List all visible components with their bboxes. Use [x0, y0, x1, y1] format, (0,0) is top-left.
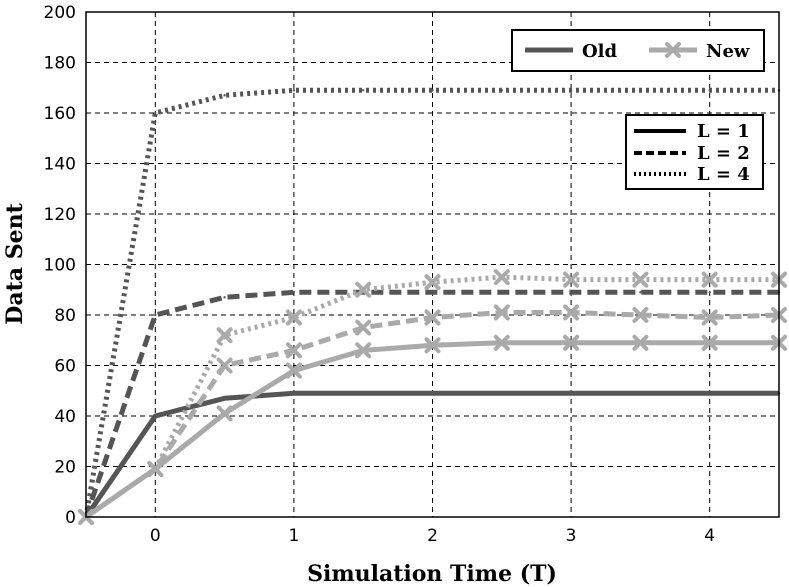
x-tick-label: 4	[704, 526, 715, 546]
data-point	[500, 89, 503, 92]
y-tick-label: 40	[54, 407, 76, 427]
data-point	[639, 291, 642, 294]
data-point-marker	[424, 274, 441, 291]
data-point-marker	[147, 461, 164, 478]
data-point-marker	[701, 271, 718, 288]
legend-old-label: Old	[582, 41, 618, 62]
data-point-marker	[355, 281, 372, 298]
plot-frame	[85, 11, 780, 518]
y-tick-label: 20	[54, 458, 76, 478]
data-point	[431, 291, 434, 294]
data-point-marker	[563, 304, 580, 321]
y-tick-label: 60	[54, 357, 76, 377]
data-point	[154, 313, 157, 317]
data-point	[292, 392, 296, 395]
x-tick-label: 0	[150, 526, 161, 546]
data-point	[292, 89, 296, 92]
data-point	[639, 89, 642, 92]
legend-new-label: New	[706, 41, 750, 62]
x-tick-label: 3	[566, 526, 577, 546]
data-point-marker	[424, 309, 441, 326]
data-point-marker	[563, 271, 580, 288]
data-point	[154, 111, 157, 115]
y-tick-label: 0	[65, 508, 76, 528]
legend-l2-label: L = 2	[697, 143, 750, 164]
legend-l4-label: L = 4	[697, 164, 750, 185]
y-tick-label: 120	[44, 205, 76, 225]
y-tick-label: 160	[44, 104, 76, 124]
data-point-marker	[493, 304, 510, 321]
data-point-marker	[216, 405, 233, 422]
y-axis-title: Data Sent	[2, 202, 28, 324]
data-point	[500, 291, 503, 294]
data-point	[500, 392, 503, 395]
legend-level: L = 1 L = 2 L = 4	[625, 114, 764, 190]
y-tick-label: 200	[44, 3, 76, 23]
data-point	[362, 392, 365, 395]
legend-new-marker	[665, 42, 681, 58]
x-tick-label: 2	[427, 526, 438, 546]
x-axis-title: Simulation Time (T)	[307, 561, 557, 587]
legend-method: Old New	[511, 29, 765, 72]
y-tick-label: 180	[44, 54, 76, 74]
data-point	[292, 291, 296, 294]
data-point	[708, 291, 711, 294]
data-point	[639, 392, 642, 395]
data-point-marker	[216, 357, 233, 374]
data-point-marker	[632, 334, 649, 351]
data-point	[569, 89, 573, 92]
data-point	[223, 94, 226, 97]
series-line	[83, 87, 779, 518]
data-point	[431, 392, 434, 395]
data-point-marker	[701, 334, 718, 351]
y-tick-label: 80	[54, 306, 76, 326]
data-point-marker	[563, 334, 580, 351]
data-point	[708, 89, 711, 92]
data-point-marker	[285, 342, 302, 359]
y-tick-label: 140	[44, 155, 76, 175]
data-point	[223, 397, 226, 400]
data-point-marker	[424, 337, 441, 354]
data-point-marker	[355, 319, 372, 336]
data-point	[569, 291, 573, 294]
data-point-marker	[285, 362, 302, 379]
data-point-marker	[632, 271, 649, 288]
data-point-marker	[493, 269, 510, 286]
data-point-marker	[216, 327, 233, 344]
y-tick-label: 100	[44, 256, 76, 276]
data-point-marker	[701, 309, 718, 326]
data-point	[431, 89, 434, 92]
data-point-marker	[493, 334, 510, 351]
series-lines	[78, 87, 787, 525]
data-point	[362, 89, 365, 92]
data-point-marker	[285, 309, 302, 326]
x-tick-label: 1	[288, 526, 299, 546]
data-point	[569, 392, 573, 395]
data-point	[708, 392, 711, 395]
data-point	[154, 414, 157, 418]
data-point-marker	[632, 307, 649, 323]
data-point	[223, 296, 226, 299]
legend-l1-label: L = 1	[697, 121, 750, 142]
data-point-marker	[355, 342, 372, 359]
